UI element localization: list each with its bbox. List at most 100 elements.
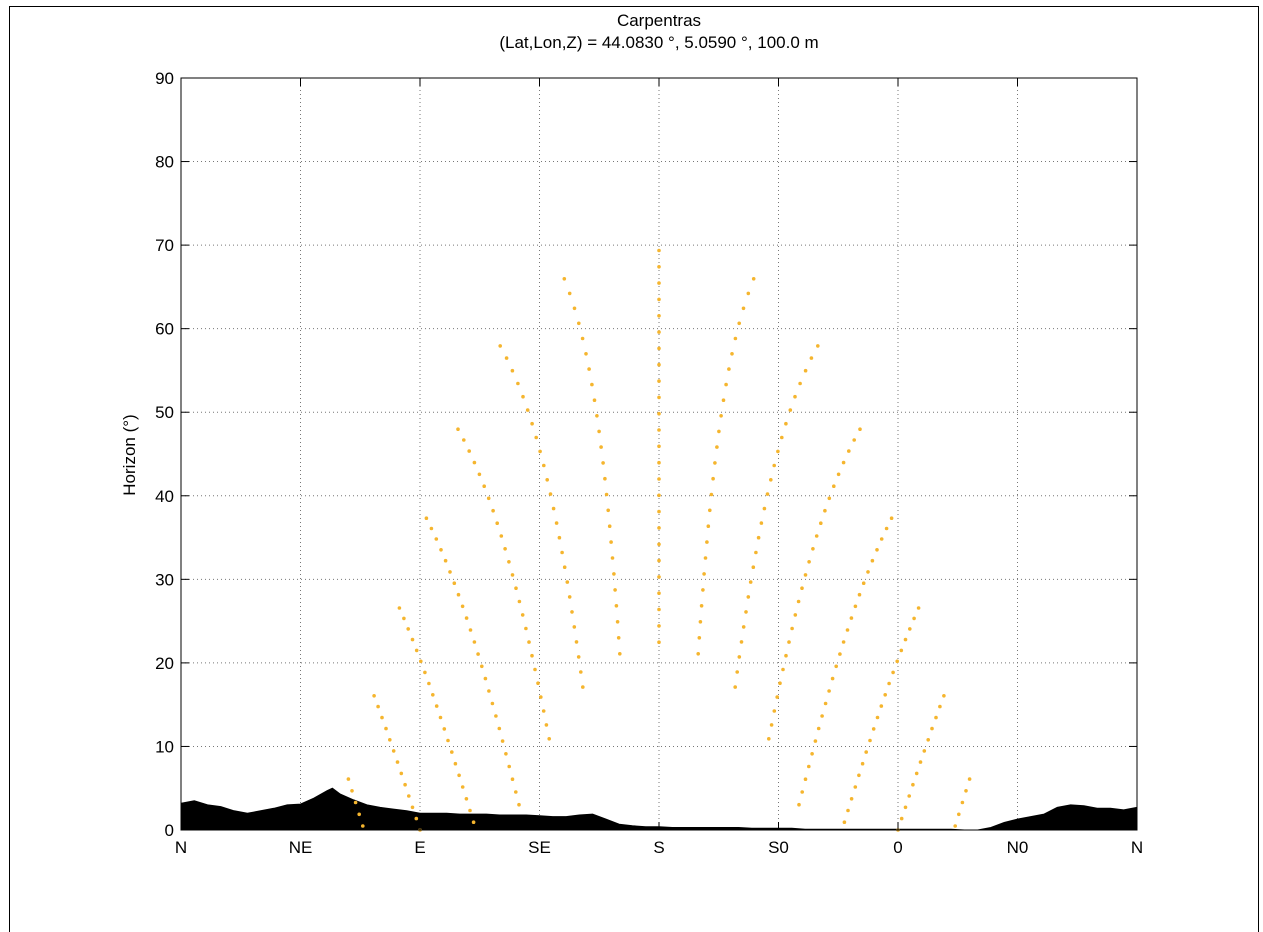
sun-point <box>460 785 465 789</box>
sun-point <box>595 414 599 418</box>
sun-point <box>510 368 515 373</box>
sun-point <box>607 524 612 528</box>
sun-point <box>403 782 407 787</box>
sun-point <box>775 695 779 699</box>
sun-point <box>500 739 505 743</box>
sun-point <box>696 652 700 656</box>
x-tick-label: NE <box>289 838 313 857</box>
sun-point <box>832 484 836 489</box>
sun-point <box>762 506 767 511</box>
sun-point <box>942 694 946 698</box>
sun-point <box>849 616 854 620</box>
sun-point <box>960 800 965 805</box>
sun-point <box>807 560 811 564</box>
sun-point <box>810 752 814 756</box>
sun-point <box>525 408 530 412</box>
sun-point <box>657 428 661 432</box>
sun-point <box>719 414 723 418</box>
sun-point <box>657 526 661 530</box>
sun-point <box>703 556 708 560</box>
sun-point <box>798 381 802 386</box>
sun-point <box>472 640 477 644</box>
sun-point <box>395 760 400 764</box>
sun-point <box>483 676 488 681</box>
sun-point <box>597 429 601 434</box>
sun-point <box>717 429 721 434</box>
sun-point <box>434 537 439 541</box>
sun-point <box>807 764 811 769</box>
sun-point <box>926 738 930 742</box>
sun-point <box>468 628 473 632</box>
sun-point <box>713 461 717 465</box>
sun-point <box>609 540 613 544</box>
sun-point <box>800 586 804 590</box>
sun-point <box>702 572 706 576</box>
sun-point <box>778 681 782 685</box>
sun-point <box>538 449 542 454</box>
sun-point <box>914 771 919 776</box>
sun-point <box>545 478 549 482</box>
sun-point <box>503 547 507 551</box>
sun-point <box>852 438 856 442</box>
sun-point <box>410 637 415 642</box>
sun-point <box>616 636 621 640</box>
sun-point <box>803 368 808 373</box>
sun-point <box>657 265 661 269</box>
sun-point <box>813 739 818 743</box>
sun-point <box>554 521 559 525</box>
sun-point <box>744 610 748 614</box>
sun-point <box>618 652 622 656</box>
y-tick-label: 0 <box>165 821 174 840</box>
sun-point <box>741 625 746 629</box>
sun-point <box>827 689 831 693</box>
sun-point <box>462 438 466 442</box>
sun-point <box>424 516 429 520</box>
sun-point <box>448 570 452 574</box>
sun-point <box>739 640 744 644</box>
sun-point <box>452 581 457 585</box>
sun-point <box>601 461 605 465</box>
sun-point <box>457 773 461 778</box>
sun-point <box>431 693 435 697</box>
sun-point <box>772 463 776 468</box>
sun-point <box>957 812 961 817</box>
sun-point <box>524 626 528 631</box>
sun-point <box>657 248 661 253</box>
axis-labels: Carpentras (Lat,Lon,Z) = 44.0830 °, 5.05… <box>120 11 819 496</box>
sun-point <box>784 653 788 658</box>
sun-point <box>746 595 751 599</box>
sun-point <box>857 773 861 778</box>
sun-point <box>615 620 620 624</box>
sun-point <box>657 379 661 383</box>
sun-point <box>510 573 515 577</box>
sun-point <box>820 714 824 718</box>
y-tick-label: 80 <box>155 153 174 172</box>
sun-point <box>446 738 450 743</box>
sun-point <box>841 640 846 644</box>
sun-point <box>657 411 661 416</box>
sun-point <box>533 667 537 672</box>
sun-point <box>490 701 495 706</box>
sun-point <box>592 398 597 403</box>
x-tick-label: N0 <box>1007 838 1029 857</box>
sun-point <box>565 580 570 584</box>
sun-point <box>657 460 661 465</box>
sun-point <box>521 394 525 399</box>
sun-point <box>784 421 788 426</box>
sun-point <box>895 659 899 664</box>
sun-point <box>836 472 841 477</box>
sun-point <box>495 521 500 525</box>
sun-point <box>560 550 564 555</box>
sun-point <box>517 599 522 604</box>
sun-point <box>507 560 511 564</box>
sun-point <box>816 344 820 348</box>
sun-point <box>864 750 868 754</box>
sun-point <box>823 701 828 706</box>
x-tick-label: N <box>175 838 187 857</box>
sun-point <box>884 526 889 531</box>
x-tick-label: SE <box>528 838 551 857</box>
sun-point <box>574 640 579 644</box>
y-axis-label: Horizon (°) <box>120 414 139 495</box>
sun-point <box>883 693 887 697</box>
